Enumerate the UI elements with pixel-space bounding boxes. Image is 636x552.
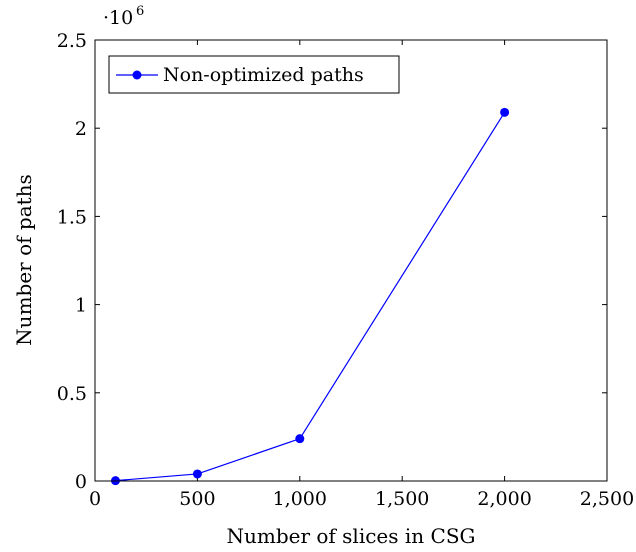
x-tick-label: 1,500 xyxy=(375,488,429,510)
series-line xyxy=(115,112,506,482)
x-axis-title: Number of slices in CSG xyxy=(226,524,475,548)
y-tick-label: 0.5 xyxy=(57,383,87,405)
data-point xyxy=(500,107,510,117)
legend-label: Non-optimized paths xyxy=(163,64,364,86)
tick-labels: 0 500 1,000 1,500 2,000 2,500 0 0.5 1 1.5 2 2.5 xyxy=(57,30,634,510)
data-point xyxy=(192,469,202,479)
y-tick-label: 2.5 xyxy=(57,30,87,52)
y-tick-label: 0 xyxy=(75,471,87,493)
x-tick-label: 2,500 xyxy=(580,488,634,510)
y-axis-title: Number of paths xyxy=(12,174,36,346)
x-tick-label: 1,000 xyxy=(273,488,327,510)
series-layer xyxy=(110,107,510,486)
y-tick-label: 1.5 xyxy=(57,206,87,228)
plot-area-frame xyxy=(94,39,608,482)
y-scale-exponent: 6 xyxy=(136,4,144,19)
x-tick-label: 0 xyxy=(89,488,101,510)
data-point xyxy=(295,434,305,444)
ticks-layer xyxy=(94,39,608,482)
y-scale-base: ·10 xyxy=(103,7,133,29)
x-tick-label: 500 xyxy=(179,488,215,510)
legend-marker-sample xyxy=(132,70,142,80)
x-tick-label: 2,000 xyxy=(477,488,531,510)
y-tick-label: 2 xyxy=(75,118,87,140)
y-tick-label: 1 xyxy=(75,295,87,317)
legend: Non-optimized paths xyxy=(108,55,400,94)
